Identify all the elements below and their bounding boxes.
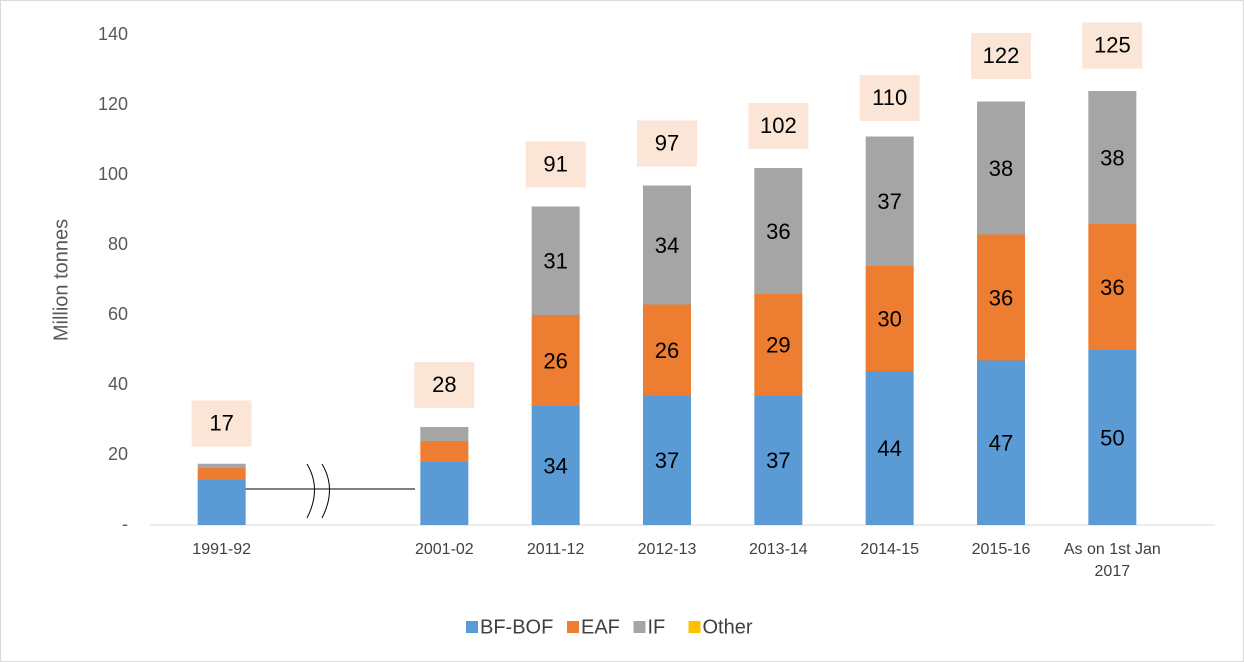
bar-segment [197, 463, 246, 468]
total-box [414, 362, 475, 408]
bar-segment [1088, 224, 1137, 350]
x-tick-label: As on 1st Jan 2017 [1064, 541, 1161, 580]
legend-label: EAF [581, 616, 620, 638]
total-box [859, 75, 920, 121]
bar-segment [1088, 350, 1137, 525]
x-tick-label: 2011-12 [527, 541, 585, 558]
bar-segment [420, 427, 469, 441]
x-tick-label: 2014-15 [860, 541, 919, 558]
bar-segment [420, 462, 469, 525]
total-label: 125 [1094, 32, 1131, 57]
data-label: 34 [543, 453, 567, 478]
total-label: 110 [872, 85, 907, 110]
data-label: 37 [766, 448, 790, 473]
bar-segment [977, 101, 1025, 235]
total-label: 102 [760, 113, 797, 138]
x-tick-label: 2015-16 [972, 541, 1031, 558]
axis-break [245, 463, 415, 519]
y-tick-label: 20 [108, 444, 128, 464]
x-tick-label: 1991-92 [192, 541, 251, 558]
bar-segment [754, 395, 803, 525]
bar-segment [865, 266, 914, 371]
bar-segment [643, 185, 691, 305]
total-box [191, 400, 252, 447]
bar-segment [643, 304, 691, 396]
bar-segment [197, 467, 246, 480]
data-label: 38 [989, 156, 1013, 181]
data-label: 26 [655, 338, 679, 363]
data-label: 31 [543, 249, 567, 274]
bar-segment [643, 395, 691, 525]
total-label: 17 [209, 410, 233, 435]
data-label: 37 [655, 448, 679, 473]
bar-segment [531, 315, 580, 406]
bar-segment [977, 234, 1025, 361]
total-label: 28 [432, 372, 456, 397]
total-label: 91 [543, 151, 567, 176]
y-tick-label: 60 [108, 304, 128, 324]
bar-segment [531, 206, 580, 315]
total-box [525, 141, 586, 188]
y-tick-label: 120 [98, 94, 128, 114]
data-label: 29 [766, 333, 790, 358]
data-label: 26 [543, 348, 567, 373]
data-label: 37 [877, 189, 901, 214]
y-tick-label: 40 [108, 374, 128, 394]
legend-swatch [466, 621, 478, 633]
data-label: 30 [877, 306, 901, 331]
bar-segment [865, 136, 914, 266]
bar-segment [865, 371, 914, 525]
total-box [748, 103, 809, 149]
data-label: 38 [1100, 145, 1124, 170]
data-label: 36 [989, 285, 1013, 310]
data-label: 44 [877, 436, 901, 461]
total-box [637, 120, 697, 167]
bar-segment [420, 441, 469, 462]
x-tick-label: 2013-14 [749, 541, 808, 558]
total-label: 122 [983, 43, 1020, 68]
y-tick-label: 80 [108, 234, 128, 254]
bar-segment [197, 479, 246, 525]
y-tick-label: - [122, 514, 128, 534]
legend-swatch [567, 621, 579, 633]
data-label: 47 [989, 431, 1013, 456]
x-tick-label: 2012-13 [638, 541, 697, 558]
bar-segment [977, 360, 1025, 525]
bar-segment [1088, 91, 1137, 224]
y-axis-label: Million tonnes [50, 219, 72, 341]
bar-segment [754, 168, 803, 294]
data-label: 36 [766, 219, 790, 244]
legend-label: Other [703, 616, 753, 638]
legend-label: IF [648, 616, 666, 638]
bar-segment [531, 406, 580, 525]
legend-swatch [633, 621, 646, 633]
y-tick-label: 100 [98, 164, 128, 184]
total-box [971, 33, 1031, 79]
legend-label: BF-BOF [480, 616, 553, 638]
data-label: 34 [655, 233, 679, 258]
y-tick-label: 140 [98, 24, 128, 44]
total-box [1082, 22, 1143, 69]
total-label: 97 [655, 130, 679, 155]
data-label: 50 [1100, 425, 1124, 450]
data-label: 36 [1100, 275, 1124, 300]
x-tick-label: 2001-02 [415, 541, 474, 558]
legend-swatch [688, 621, 701, 633]
bar-segment [754, 294, 803, 396]
